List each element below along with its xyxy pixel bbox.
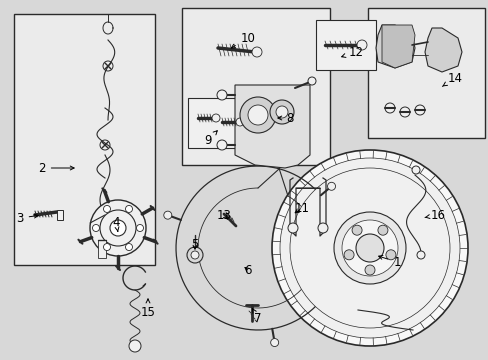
Text: 14: 14 bbox=[442, 72, 462, 86]
Circle shape bbox=[416, 251, 424, 259]
Circle shape bbox=[351, 225, 361, 235]
Circle shape bbox=[289, 168, 449, 328]
Text: 1: 1 bbox=[378, 256, 400, 269]
Text: 5: 5 bbox=[191, 238, 198, 251]
Circle shape bbox=[217, 140, 226, 150]
Bar bbox=[14, 14, 155, 265]
Text: 10: 10 bbox=[231, 32, 255, 48]
Text: 4: 4 bbox=[112, 216, 120, 231]
Circle shape bbox=[411, 166, 419, 174]
Circle shape bbox=[90, 200, 146, 256]
Text: 2: 2 bbox=[38, 162, 74, 175]
Circle shape bbox=[270, 338, 278, 347]
Circle shape bbox=[356, 40, 366, 50]
Text: 15: 15 bbox=[140, 299, 155, 319]
Bar bbox=[98, 240, 106, 258]
Text: 16: 16 bbox=[424, 208, 445, 221]
Text: 3: 3 bbox=[16, 212, 38, 225]
Bar bbox=[315, 20, 375, 70]
Circle shape bbox=[333, 212, 405, 284]
Circle shape bbox=[236, 118, 244, 126]
Bar bbox=[57, 210, 63, 220]
Circle shape bbox=[271, 150, 467, 346]
Circle shape bbox=[92, 225, 99, 231]
Circle shape bbox=[344, 250, 353, 260]
Text: 11: 11 bbox=[294, 202, 309, 215]
Circle shape bbox=[307, 77, 315, 85]
Circle shape bbox=[163, 211, 171, 219]
Circle shape bbox=[217, 90, 226, 100]
Circle shape bbox=[129, 340, 141, 352]
Circle shape bbox=[186, 247, 203, 263]
Circle shape bbox=[103, 206, 110, 212]
Circle shape bbox=[191, 251, 199, 259]
Text: 13: 13 bbox=[216, 208, 231, 221]
Bar bbox=[182, 8, 329, 165]
Circle shape bbox=[275, 106, 287, 118]
Circle shape bbox=[414, 105, 424, 115]
Circle shape bbox=[269, 100, 293, 124]
Circle shape bbox=[280, 158, 459, 338]
Circle shape bbox=[399, 107, 409, 117]
Circle shape bbox=[384, 103, 394, 113]
Circle shape bbox=[287, 223, 297, 233]
Polygon shape bbox=[381, 25, 414, 68]
Circle shape bbox=[125, 206, 132, 212]
Text: 9: 9 bbox=[204, 131, 217, 147]
Circle shape bbox=[110, 220, 126, 236]
Circle shape bbox=[385, 250, 395, 260]
Circle shape bbox=[377, 225, 387, 235]
Text: 8: 8 bbox=[277, 112, 293, 125]
Circle shape bbox=[341, 220, 397, 276]
Circle shape bbox=[240, 97, 275, 133]
Circle shape bbox=[364, 265, 374, 275]
Circle shape bbox=[103, 244, 110, 251]
Circle shape bbox=[355, 234, 383, 262]
Circle shape bbox=[317, 223, 327, 233]
Polygon shape bbox=[375, 25, 414, 68]
Circle shape bbox=[247, 105, 267, 125]
Circle shape bbox=[251, 47, 262, 57]
Circle shape bbox=[100, 210, 136, 246]
Bar bbox=[187, 98, 247, 148]
Text: 6: 6 bbox=[244, 264, 251, 276]
Circle shape bbox=[327, 182, 335, 190]
Text: 7: 7 bbox=[252, 309, 261, 324]
Text: 12: 12 bbox=[341, 45, 363, 59]
Circle shape bbox=[212, 114, 220, 122]
Polygon shape bbox=[424, 28, 461, 72]
Polygon shape bbox=[235, 85, 309, 168]
Circle shape bbox=[125, 244, 132, 251]
Bar bbox=[367, 8, 484, 138]
Circle shape bbox=[136, 225, 143, 231]
